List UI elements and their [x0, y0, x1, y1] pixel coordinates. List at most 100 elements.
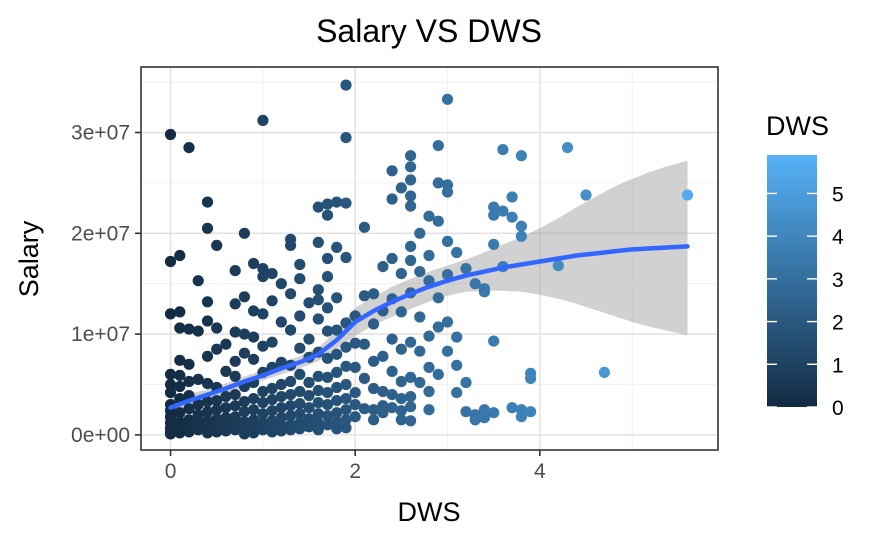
scatter-point — [312, 384, 324, 397]
scatter-point — [257, 424, 269, 436]
scatter-point — [405, 190, 417, 202]
scatter-point — [211, 343, 223, 355]
scatter-point — [395, 182, 407, 194]
scatter-point — [331, 381, 343, 394]
scatter-point — [488, 335, 500, 347]
x-tick-label: 0 — [165, 460, 177, 483]
scatter-point — [506, 211, 518, 223]
scatter-point — [312, 408, 324, 420]
scatter-point — [377, 261, 389, 273]
scatter-point — [201, 406, 214, 418]
x-tick-label: 4 — [534, 460, 546, 483]
scatter-point — [294, 398, 306, 410]
scatter-point — [395, 393, 407, 405]
scatter-point — [506, 402, 518, 414]
legend-tick-label: 4 — [832, 226, 844, 249]
scatter-point — [460, 263, 472, 275]
scatter-point — [229, 370, 241, 382]
scatter-point — [164, 308, 177, 320]
scatter-point — [340, 414, 352, 426]
scatter-point — [488, 201, 500, 213]
scatter-point — [192, 373, 204, 385]
scatter-point — [423, 249, 435, 262]
scatter-point — [368, 288, 380, 300]
scatter-point — [248, 404, 260, 416]
scatter-point — [266, 405, 278, 417]
scatter-point — [340, 360, 352, 372]
scatter-point — [405, 371, 417, 383]
scatter-point — [312, 284, 324, 296]
scatter-point — [432, 292, 444, 304]
scatter-point — [340, 393, 352, 405]
x-axis: 0 2 4 — [165, 450, 546, 483]
scatter-point — [285, 375, 297, 388]
scatter-point — [201, 196, 214, 208]
scatter-point — [192, 325, 204, 337]
scatter-point — [294, 310, 306, 322]
scatter-point — [478, 404, 490, 416]
scatter-point — [294, 342, 306, 354]
scatter-point — [321, 387, 334, 399]
scatter-point — [183, 323, 195, 335]
scatter-point — [321, 352, 334, 364]
scatter-point — [321, 419, 334, 431]
scatter-point — [275, 278, 287, 290]
scatter-point — [331, 407, 343, 419]
scatter-point — [460, 406, 472, 418]
scatter-point — [312, 236, 324, 248]
scatter-point — [451, 387, 463, 399]
scatter-point — [340, 197, 352, 209]
scatter-point — [432, 368, 444, 380]
scatter-point — [349, 337, 361, 349]
x-tick-label: 2 — [349, 460, 361, 483]
y-tick-label: 3e+07 — [71, 122, 130, 145]
scatter-point — [183, 358, 195, 370]
scatter-point — [238, 291, 250, 303]
scatter-point — [478, 286, 490, 298]
scatter-point — [174, 369, 186, 381]
scatter-point — [423, 385, 435, 398]
scatter-point — [275, 412, 287, 424]
scatter-point — [211, 239, 223, 251]
scatter-point — [257, 397, 269, 409]
scatter-point — [358, 338, 370, 350]
scatter-point — [285, 389, 297, 401]
scatter-point — [321, 302, 334, 314]
scatter-point — [368, 382, 380, 395]
y-axis: 0e+00 1e+07 2e+07 3e+07 — [71, 122, 141, 447]
scatter-point — [266, 336, 278, 348]
scatter-point — [377, 407, 389, 419]
scatter-point — [285, 424, 297, 436]
legend-tick-label: 5 — [832, 183, 844, 206]
scatter-point — [515, 230, 528, 242]
y-tick-label: 1e+07 — [71, 323, 130, 346]
scatter-point — [441, 269, 454, 281]
scatter-point — [488, 209, 500, 221]
scatter-point — [321, 410, 334, 422]
scatter-point — [432, 215, 444, 227]
scatter-point — [164, 255, 177, 268]
scatter-point — [488, 238, 500, 250]
scatter-point — [432, 140, 444, 152]
scatter-point — [164, 378, 177, 391]
scatter-point — [386, 252, 398, 265]
scatter-point — [201, 296, 214, 308]
scatter-point — [248, 353, 260, 365]
scatter-point — [229, 298, 241, 310]
scatter-point — [525, 372, 537, 384]
scatter-point — [331, 395, 343, 407]
scatter-point — [515, 150, 528, 162]
scatter-point — [405, 391, 417, 403]
scatter-point — [294, 258, 306, 271]
scatter-point — [331, 196, 343, 208]
scatter-point — [349, 411, 361, 423]
scatter-point — [257, 263, 269, 275]
scatter-point — [303, 390, 315, 402]
scatter-point — [386, 402, 398, 414]
scatter-point — [358, 403, 370, 415]
scatter-point — [192, 275, 204, 287]
scatter-point — [340, 422, 352, 434]
scatter-point — [497, 144, 509, 156]
scatter-point — [423, 210, 435, 222]
